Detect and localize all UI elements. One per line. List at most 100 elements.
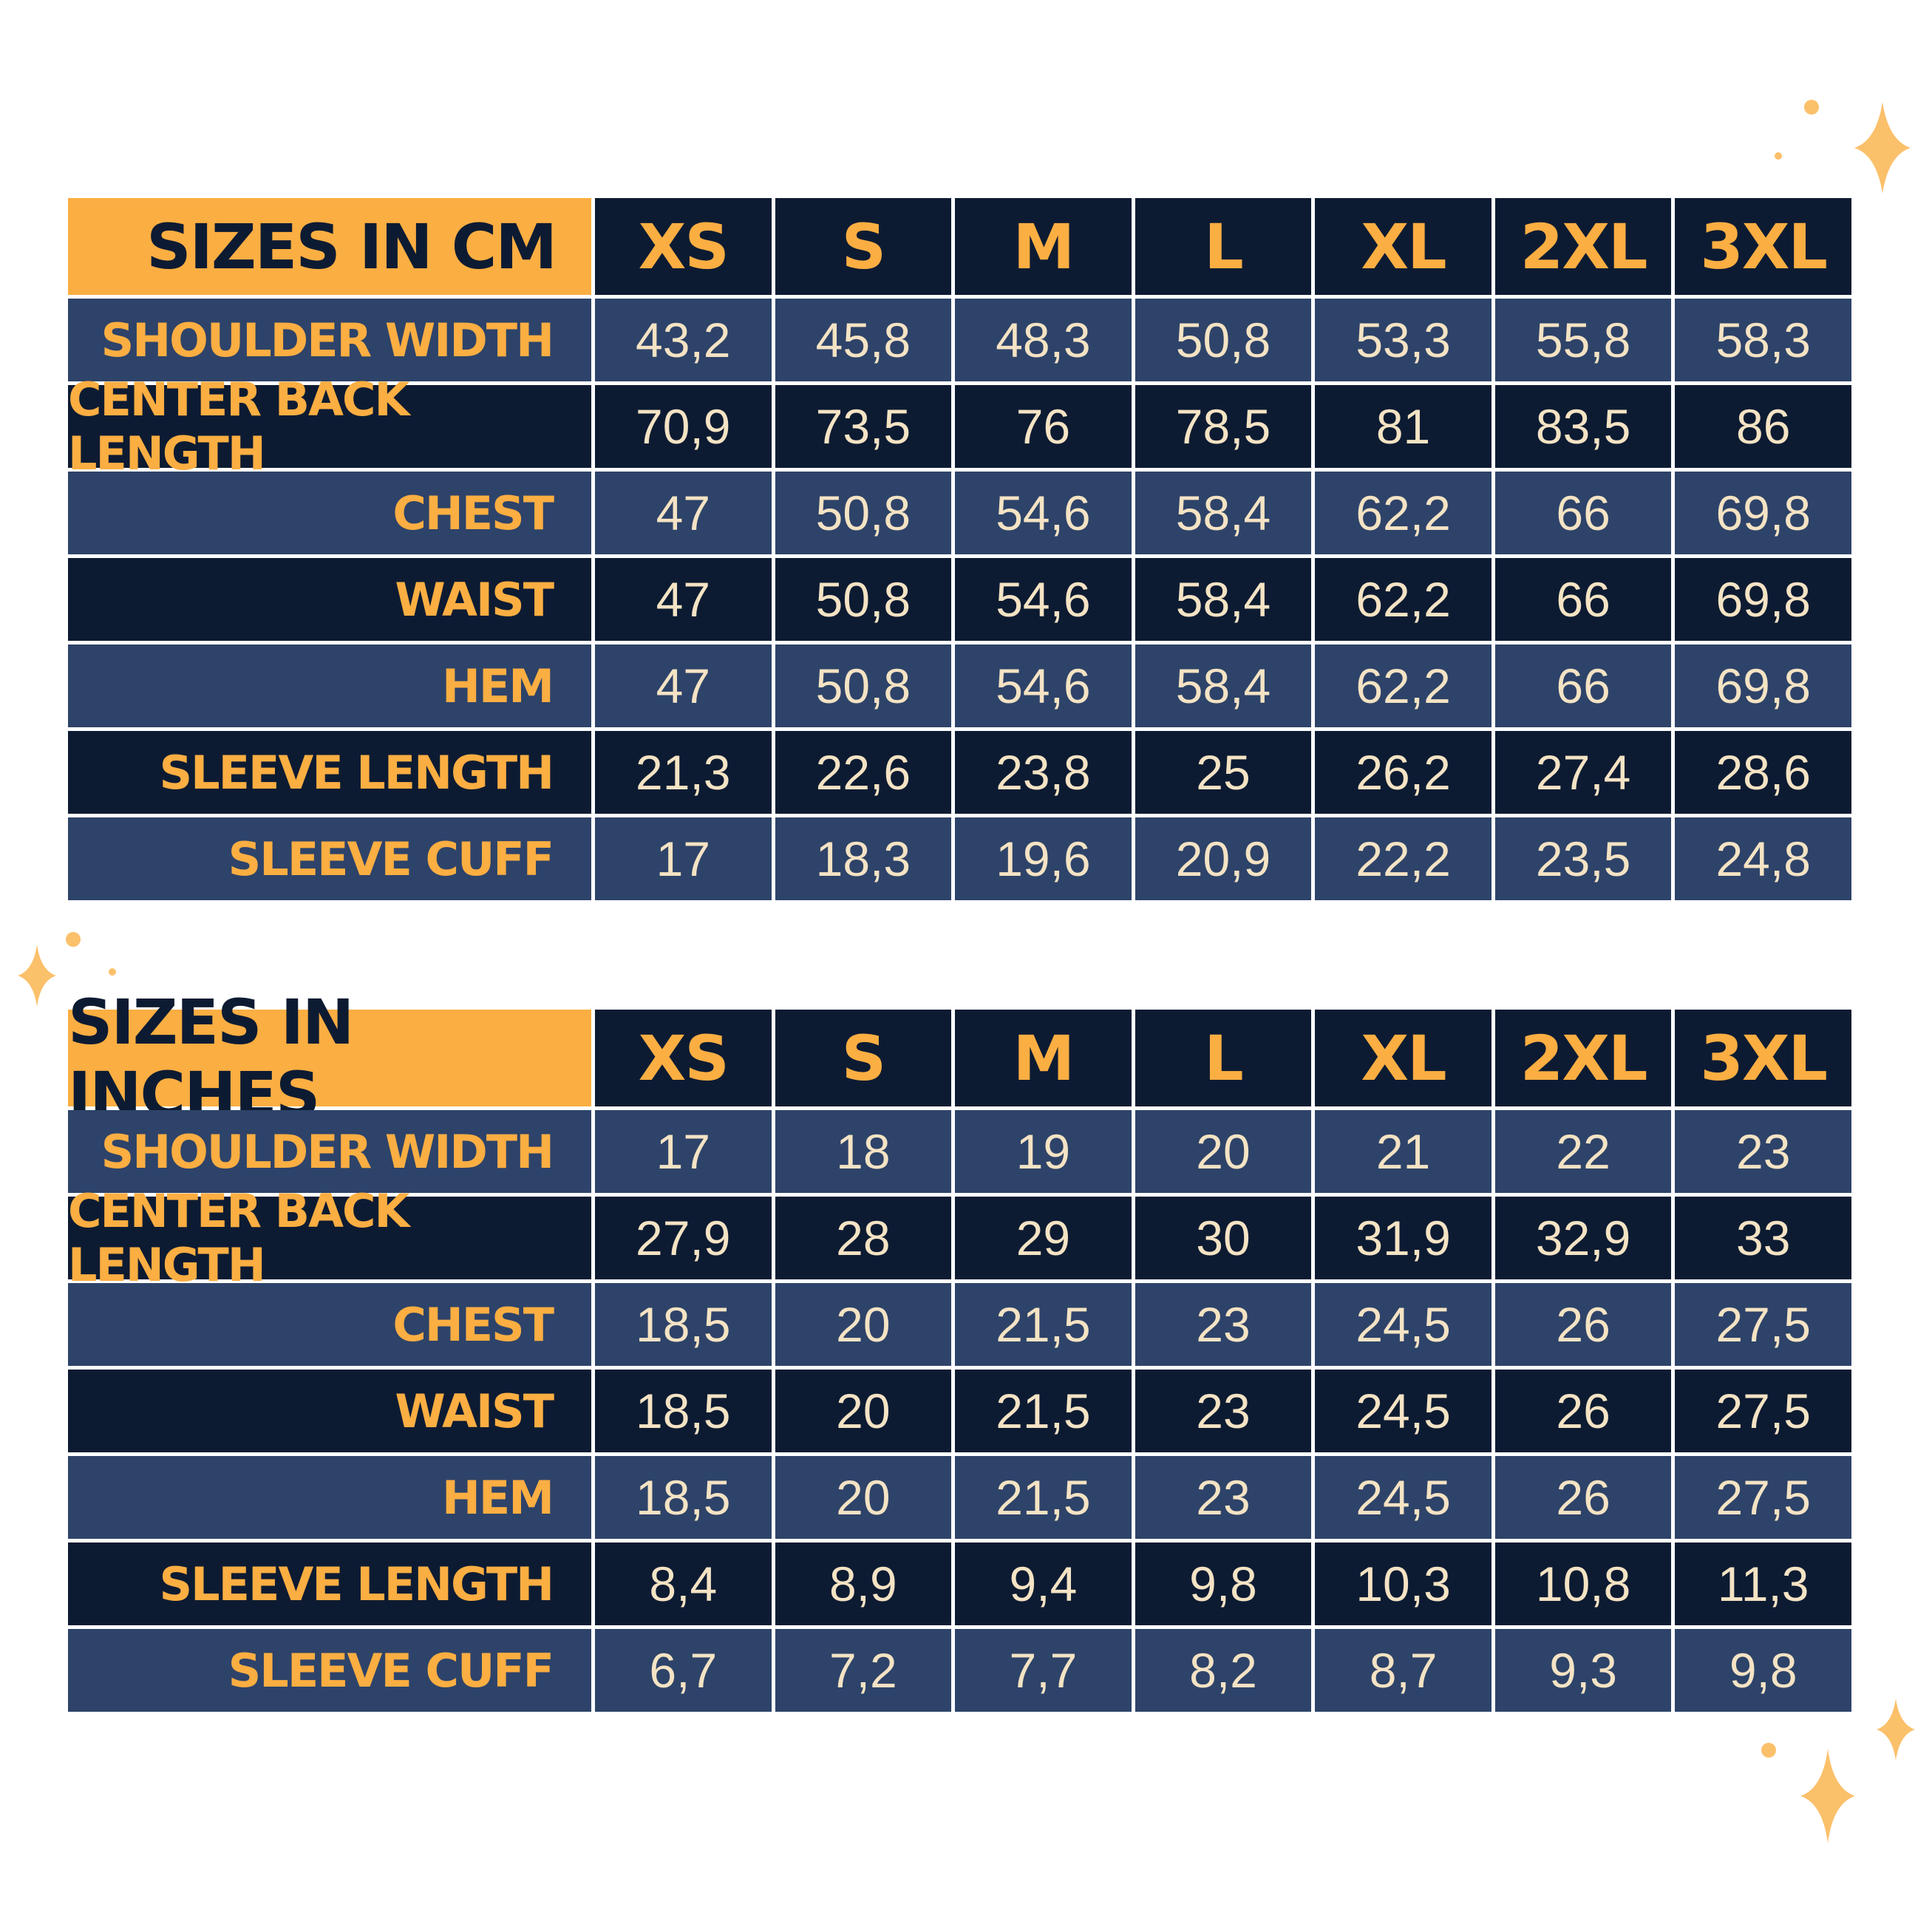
measurement: 43,2 [595, 299, 772, 381]
measurement: 21 [1315, 1110, 1491, 1193]
measurement: 19,6 [955, 817, 1132, 900]
size-header: XL [1315, 198, 1491, 295]
measurement: 21,5 [955, 1456, 1132, 1539]
measurement: 70,9 [595, 385, 772, 468]
measurement: 83,5 [1494, 385, 1672, 468]
measurement: 18,5 [595, 1456, 772, 1539]
row-label: HEM [68, 1456, 591, 1539]
measurement: 66 [1494, 472, 1672, 554]
measurement: 66 [1494, 644, 1672, 727]
measurement: 17 [595, 1110, 772, 1193]
size-table-cm: SIZES IN CM XS S M L XL 2XL 3XL SHOULDER WIDTH 43… [68, 198, 1851, 900]
measurement: 66 [1494, 558, 1672, 641]
measurement: 10,3 [1315, 1542, 1491, 1625]
size-table-inches: SIZES IN INCHES XS S M L XL 2XL 3XL SHOULDER WID… [68, 986, 1851, 1712]
measurement: 23,8 [955, 731, 1132, 814]
measurement: 7,7 [955, 1629, 1132, 1712]
measurement: 73,5 [775, 385, 952, 468]
measurement: 86 [1675, 385, 1851, 468]
measurement: 24,5 [1315, 1283, 1491, 1366]
measurement: 69,8 [1675, 558, 1851, 641]
measurement: 54,6 [955, 472, 1132, 554]
measurement: 26 [1494, 1283, 1672, 1366]
measurement: 11,3 [1675, 1542, 1851, 1625]
size-header: L [1135, 1010, 1312, 1106]
measurement: 9,8 [1675, 1629, 1851, 1712]
measurement: 23 [1135, 1283, 1312, 1366]
size-header: L [1135, 198, 1312, 295]
measurement: 69,8 [1675, 644, 1851, 727]
measurement: 18,5 [595, 1370, 772, 1452]
measurement: 50,8 [1135, 299, 1312, 381]
measurement: 47 [595, 644, 772, 727]
measurement: 6,7 [595, 1629, 772, 1712]
size-header: M [955, 198, 1132, 295]
measurement: 62,2 [1315, 644, 1491, 727]
size-header: 2XL [1494, 198, 1672, 295]
measurement: 69,8 [1675, 472, 1851, 554]
measurement: 24,5 [1315, 1456, 1491, 1539]
measurement: 28 [775, 1197, 952, 1279]
measurement: 24,5 [1315, 1370, 1491, 1452]
measurement: 21,5 [955, 1283, 1132, 1366]
measurement: 50,8 [775, 472, 952, 554]
measurement: 26 [1494, 1370, 1672, 1452]
measurement: 62,2 [1315, 472, 1491, 554]
measurement: 58,3 [1675, 299, 1851, 381]
measurement: 31,9 [1315, 1197, 1491, 1279]
measurement: 20 [775, 1456, 952, 1539]
measurement: 58,4 [1135, 558, 1312, 641]
measurement: 26,2 [1315, 731, 1491, 814]
measurement: 76 [955, 385, 1132, 468]
measurement: 54,6 [955, 644, 1132, 727]
size-header: 2XL [1494, 1010, 1672, 1106]
measurement: 27,5 [1675, 1370, 1851, 1452]
size-header: XL [1315, 1010, 1491, 1106]
measurement: 26 [1494, 1456, 1672, 1539]
measurement: 32,9 [1494, 1197, 1672, 1279]
measurement: 62,2 [1315, 558, 1491, 641]
row-label: CHEST [68, 472, 591, 554]
measurement: 27,9 [595, 1197, 772, 1279]
measurement: 20 [775, 1370, 952, 1452]
measurement: 8,9 [775, 1542, 952, 1625]
row-label: SHOULDER WIDTH [68, 299, 591, 381]
sparkles [18, 100, 1915, 1843]
measurement: 20 [1135, 1110, 1312, 1193]
measurement: 23 [1135, 1456, 1312, 1539]
row-label: CENTER BACK LENGTH [68, 1184, 591, 1292]
measurement: 54,6 [955, 558, 1132, 641]
measurement: 58,4 [1135, 472, 1312, 554]
row-label: WAIST [68, 558, 591, 641]
measurement: 47 [595, 558, 772, 641]
size-header: S [775, 198, 952, 295]
measurement: 21,5 [955, 1370, 1132, 1452]
measurement: 20 [775, 1283, 952, 1366]
measurement: 53,3 [1315, 299, 1491, 381]
measurement: 24,8 [1675, 817, 1851, 900]
measurement: 18 [775, 1110, 952, 1193]
measurement: 50,8 [775, 644, 952, 727]
measurement: 25 [1135, 731, 1312, 814]
row-label: SLEEVE LENGTH [68, 731, 591, 814]
row-label: SHOULDER WIDTH [68, 1110, 591, 1193]
measurement: 10,8 [1494, 1542, 1672, 1625]
measurement: 50,8 [775, 558, 952, 641]
measurement: 47 [595, 472, 772, 554]
row-label: SLEEVE CUFF [68, 1629, 591, 1712]
measurement: 22,2 [1315, 817, 1491, 900]
measurement: 20,9 [1135, 817, 1312, 900]
measurement: 9,8 [1135, 1542, 1312, 1625]
measurement: 19 [955, 1110, 1132, 1193]
measurement: 22,6 [775, 731, 952, 814]
measurement: 33 [1675, 1197, 1851, 1279]
size-header: S [775, 1010, 952, 1106]
measurement: 30 [1135, 1197, 1312, 1279]
measurement: 21,3 [595, 731, 772, 814]
measurement: 8,4 [595, 1542, 772, 1625]
measurement: 27,4 [1494, 731, 1672, 814]
measurement: 9,4 [955, 1542, 1132, 1625]
measurement: 7,2 [775, 1629, 952, 1712]
measurement: 28,6 [1675, 731, 1851, 814]
